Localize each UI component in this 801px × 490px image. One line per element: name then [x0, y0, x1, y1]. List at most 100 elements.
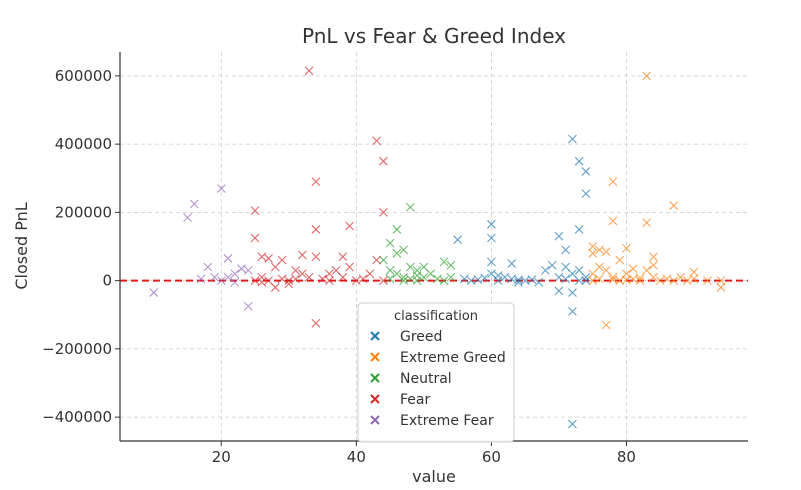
data-point	[595, 245, 604, 255]
series-extreme-greed	[588, 71, 726, 330]
y-tick-label: 0	[102, 272, 112, 290]
data-point	[655, 276, 665, 286]
data-point	[500, 272, 510, 282]
data-point	[277, 255, 287, 265]
data-point	[183, 213, 192, 222]
data-point	[662, 274, 672, 284]
data-point	[588, 269, 598, 279]
data-point	[264, 254, 273, 263]
data-point	[581, 189, 591, 198]
data-point	[372, 255, 381, 265]
data-point	[399, 245, 409, 255]
legend-marker	[370, 415, 380, 425]
data-point	[514, 277, 523, 287]
data-point	[487, 233, 496, 243]
x-tick-label: 60	[482, 448, 501, 466]
data-point	[534, 277, 544, 287]
data-point	[250, 206, 260, 216]
legend-label: Greed	[400, 329, 442, 345]
data-point	[487, 257, 496, 267]
data-point	[642, 218, 652, 228]
data-point	[574, 156, 584, 166]
data-point	[243, 301, 253, 311]
data-point	[399, 272, 409, 282]
data-point	[270, 262, 280, 272]
data-point	[635, 276, 645, 286]
data-point	[304, 66, 314, 76]
data-point	[568, 288, 577, 297]
legend-item: Extreme Fear	[370, 413, 494, 429]
x-tick-label: 40	[347, 448, 366, 466]
data-point	[642, 71, 652, 81]
data-point	[689, 274, 699, 284]
data-point	[419, 272, 429, 282]
data-points	[149, 66, 726, 429]
data-point	[297, 250, 307, 260]
data-point	[669, 276, 679, 286]
data-point	[230, 277, 240, 287]
legend-item: Extreme Greed	[370, 350, 506, 366]
data-point	[405, 202, 415, 212]
series-fear	[250, 66, 388, 328]
data-point	[574, 265, 584, 275]
data-point	[568, 269, 577, 279]
data-point	[561, 274, 571, 284]
series-extreme-fear	[149, 184, 253, 311]
data-point	[311, 225, 321, 234]
data-point	[561, 262, 571, 272]
data-point	[601, 265, 611, 275]
data-point	[237, 264, 246, 274]
legend-marker	[370, 331, 380, 341]
legend-label: Extreme Fear	[400, 413, 494, 429]
legend-item: Fear	[370, 392, 430, 408]
data-point	[473, 275, 483, 284]
data-point	[338, 272, 348, 282]
data-point	[649, 260, 658, 270]
data-point	[378, 207, 388, 217]
data-point	[284, 279, 294, 289]
data-point	[250, 233, 260, 243]
data-point	[581, 276, 591, 286]
legend-label: Extreme Greed	[400, 350, 506, 366]
data-point	[432, 274, 442, 284]
data-point	[439, 257, 449, 267]
data-point	[689, 267, 699, 277]
data-point	[392, 248, 402, 258]
y-tick-label: −200000	[42, 340, 112, 358]
legend-label: Neutral	[400, 371, 452, 387]
data-point	[608, 177, 618, 187]
legend: classification Greed Extreme Greed Neutral F…	[357, 302, 515, 443]
legend-title: classification	[394, 309, 478, 324]
data-point	[284, 276, 294, 286]
data-point	[196, 274, 206, 284]
data-point	[405, 262, 415, 272]
data-point	[257, 277, 267, 287]
data-point	[264, 276, 273, 286]
data-point	[378, 276, 388, 286]
legend-marker	[370, 373, 380, 383]
data-point	[554, 231, 564, 241]
data-point	[250, 276, 260, 286]
data-point	[554, 272, 564, 282]
data-point	[568, 419, 577, 429]
data-point	[568, 134, 577, 144]
data-point	[385, 274, 395, 284]
data-point	[324, 276, 334, 286]
data-point	[595, 274, 604, 284]
data-point	[426, 269, 436, 279]
data-point	[601, 247, 611, 257]
legend-marker	[370, 394, 380, 404]
data-point	[385, 265, 395, 275]
data-point	[453, 235, 463, 245]
data-point	[277, 274, 287, 284]
data-point	[493, 271, 503, 280]
data-point	[345, 262, 354, 272]
data-point	[649, 272, 658, 282]
y-tick-label: 400000	[55, 135, 112, 153]
data-point	[628, 264, 638, 274]
data-point	[568, 306, 577, 316]
data-point	[419, 262, 429, 272]
legend-label: Fear	[400, 392, 430, 408]
data-point	[608, 275, 618, 284]
data-point	[615, 255, 625, 265]
